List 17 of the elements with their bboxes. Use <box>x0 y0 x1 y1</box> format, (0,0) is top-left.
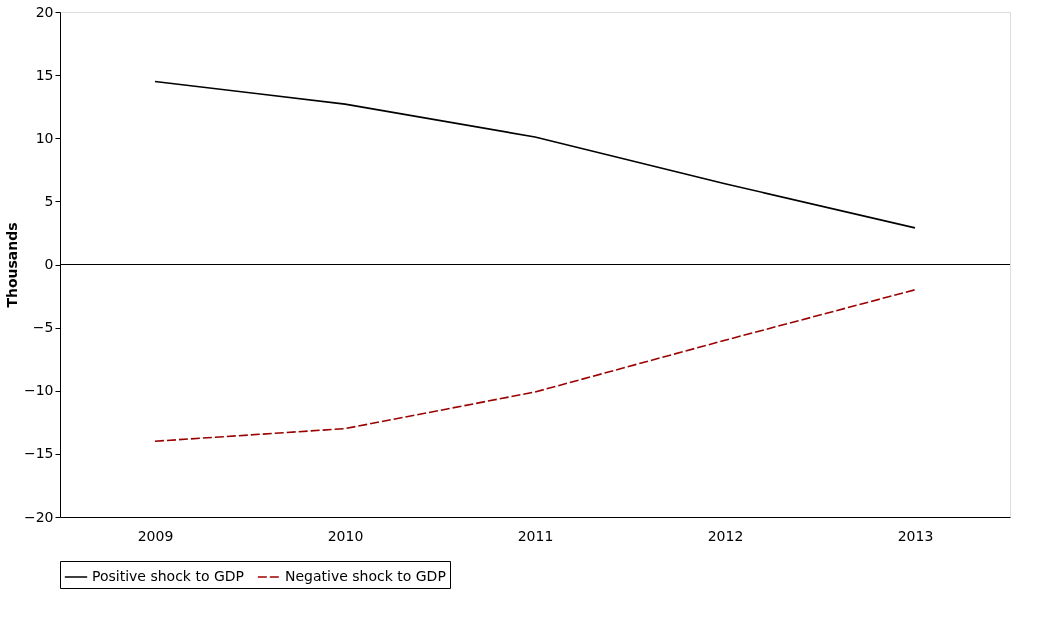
y-tick-label: −20 <box>23 508 54 525</box>
y-tick-label: 20 <box>35 3 54 20</box>
y-tick-label: −10 <box>23 382 54 399</box>
y-tick-label: 0 <box>44 256 54 272</box>
y-tick-label: 10 <box>35 129 54 146</box>
y-tick-label: −5 <box>32 319 54 336</box>
y-axis-title: Thousands <box>3 222 20 308</box>
y-tick-label: −15 <box>23 445 54 462</box>
x-tick-label: 2009 <box>137 527 174 544</box>
x-tick-label: 2013 <box>897 527 934 544</box>
legend-label: Negative shock to GDP <box>285 568 446 584</box>
x-tick-label: 2011 <box>517 527 554 544</box>
y-tick-label: 15 <box>35 66 54 83</box>
x-tick-label: 2012 <box>707 527 744 544</box>
x-tick-label: 2010 <box>327 527 364 544</box>
legend-label: Positive shock to GDP <box>92 568 244 584</box>
y-tick-label: 5 <box>44 192 54 209</box>
